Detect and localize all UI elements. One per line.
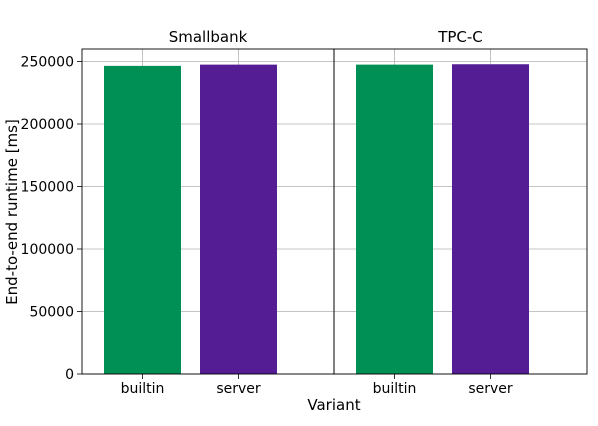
x-tick-label: server	[468, 381, 513, 397]
y-tick-label: 250000	[21, 55, 74, 71]
y-tick-label: 200000	[21, 117, 74, 133]
frame-layer	[77, 48, 588, 379]
bars-layer	[104, 64, 529, 374]
y-tick-label: 0	[65, 367, 74, 383]
text-layer: builtin server Smallbank 0 50000 100000 150000…	[21, 28, 513, 397]
x-tick-label: builtin	[373, 381, 417, 397]
panel-frame	[333, 48, 588, 375]
x-tick-label: server	[216, 381, 261, 397]
bar-server	[452, 64, 529, 374]
x-axis-label: Variant	[307, 396, 360, 414]
y-tick-label: 50000	[29, 305, 74, 321]
y-tick-label: 150000	[21, 180, 74, 196]
bar-builtin	[356, 64, 433, 374]
x-tick-label: builtin	[121, 381, 165, 397]
y-axis-label: End-to-end runtime [ms]	[3, 119, 21, 305]
bar-server	[200, 64, 277, 374]
bar-builtin	[104, 65, 181, 374]
y-tick-label: 100000	[21, 242, 74, 258]
panel-title: TPC-C	[437, 28, 483, 46]
panel-title: Smallbank	[169, 28, 248, 46]
